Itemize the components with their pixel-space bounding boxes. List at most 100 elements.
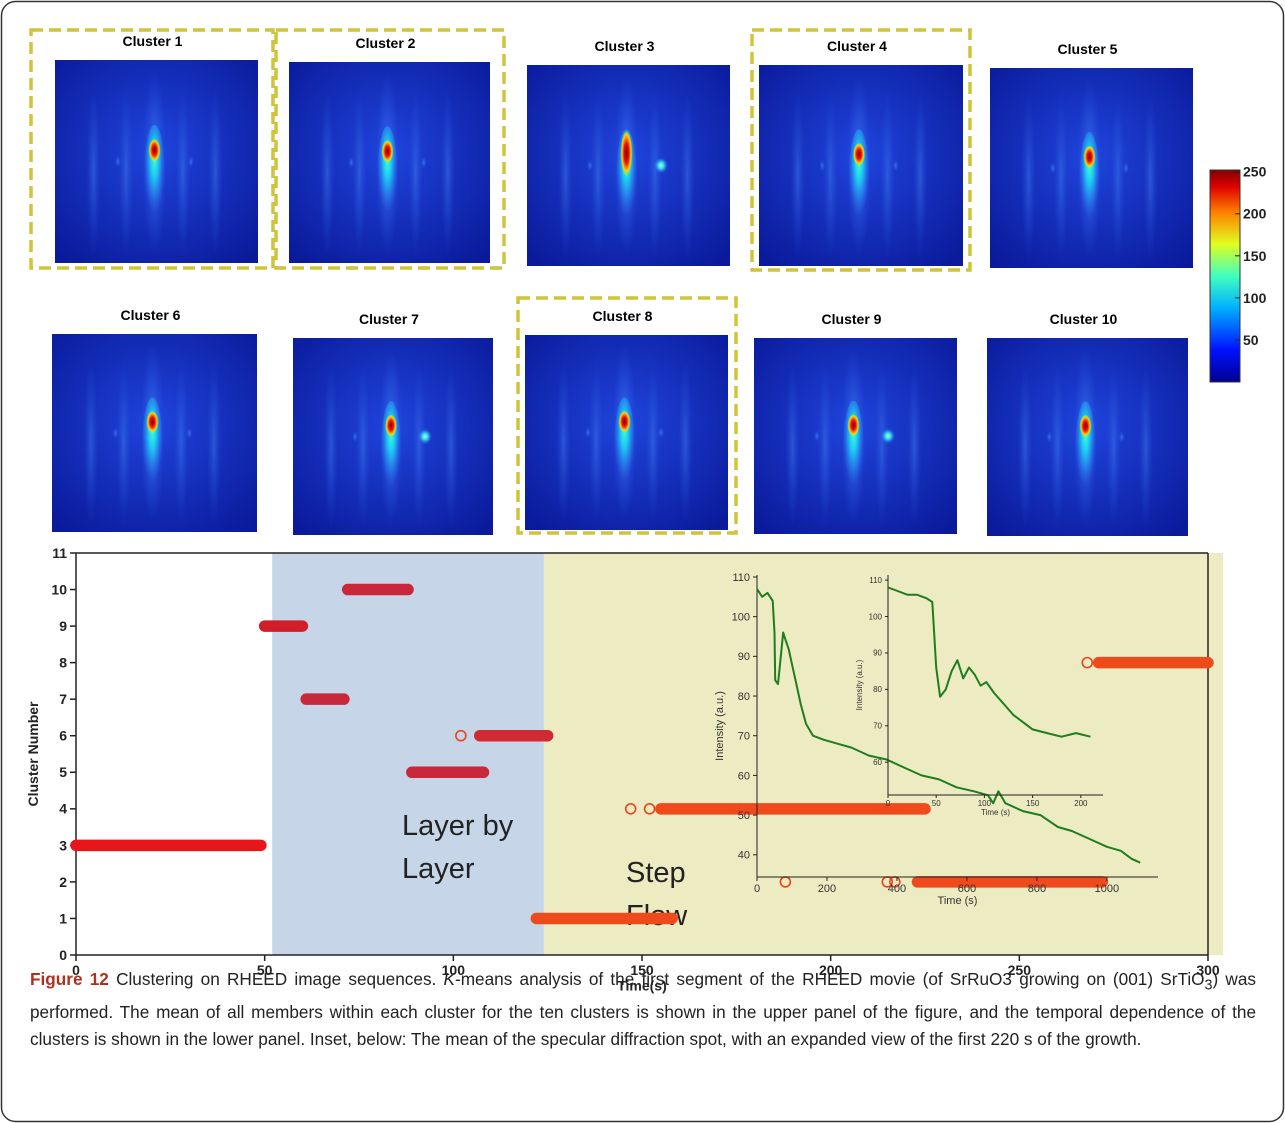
- cluster-run: [1092, 656, 1214, 669]
- heatmap-spot: [352, 430, 358, 443]
- heatmap-streak: [320, 88, 335, 257]
- heatmap-streak: [645, 360, 660, 525]
- x-tick-label: 100: [442, 962, 466, 978]
- y-tick-label: 110: [732, 572, 750, 584]
- y-tick-label: 7: [59, 691, 67, 707]
- x-axis-label: Time (s): [981, 808, 1010, 817]
- heatmap-spot: [584, 426, 591, 439]
- heatmap-streak: [83, 359, 99, 527]
- caption-text: K: [443, 969, 455, 989]
- heatmap-spot: [657, 426, 665, 439]
- x-tick-label: 400: [888, 883, 906, 895]
- heatmap-spot: [819, 159, 826, 172]
- cluster-panel: [990, 68, 1193, 268]
- caption-text: -means analysis of the first segment of …: [455, 969, 1205, 989]
- heatmap-streak: [440, 88, 455, 257]
- heatmap-core: [620, 131, 633, 180]
- heatmap-streak: [206, 359, 222, 527]
- heatmap-core: [852, 143, 866, 168]
- heatmap-core: [1079, 415, 1092, 439]
- heatmap-streak: [412, 363, 426, 530]
- x-tick-label: 600: [958, 883, 976, 895]
- panel-label: Cluster 1: [123, 33, 183, 49]
- heatmap-core: [1083, 146, 1096, 170]
- heatmap-spot: [586, 159, 593, 172]
- caption-text: Clustering on RHEED image sequences.: [108, 969, 444, 989]
- y-tick-label: 100: [869, 612, 883, 621]
- x-tick-label: 800: [1028, 883, 1046, 895]
- highlight-frame: [516, 296, 738, 535]
- panel-label: Cluster 4: [827, 38, 887, 54]
- caption-label: Figure 12: [30, 969, 109, 989]
- x-tick-label: 200: [1074, 799, 1088, 808]
- y-tick-label: 60: [873, 758, 882, 767]
- x-axis-label: Time (s): [938, 895, 978, 907]
- y-tick-label: 6: [59, 728, 67, 744]
- heatmap-streak: [785, 363, 800, 529]
- panel-label: Cluster 5: [1058, 41, 1118, 57]
- x-tick-label: 50: [932, 799, 941, 808]
- outlier-point: [643, 803, 656, 815]
- region-label: Step: [626, 857, 686, 889]
- heatmap-streak: [1110, 94, 1125, 262]
- heatmap-streak: [175, 86, 190, 257]
- y-tick-label: 9: [59, 618, 67, 634]
- caption-text: ) was performed. The mean of all members…: [30, 969, 1256, 1050]
- cluster-run: [406, 766, 490, 779]
- heatmap-streak: [558, 91, 573, 260]
- heatmap-streak: [913, 91, 928, 260]
- x-tick-label: 0: [72, 962, 80, 978]
- heatmap-streak: [590, 91, 606, 260]
- heatmap-spot: [112, 427, 119, 439]
- x-tick-label: 200: [818, 883, 836, 895]
- x-tick-label: 150: [1026, 799, 1040, 808]
- heatmap-streak: [118, 86, 134, 257]
- cluster-run: [300, 693, 350, 705]
- y-axis-label: Intensity (a.u.): [855, 659, 864, 710]
- y-tick-label: 100: [732, 612, 750, 624]
- heatmap-core: [146, 411, 159, 435]
- heatmap-core: [381, 140, 394, 165]
- heatmap-streak: [86, 86, 101, 257]
- heatmap-streak: [588, 360, 604, 525]
- heatmap-streak: [1021, 94, 1036, 262]
- heatmap-streak: [356, 363, 370, 530]
- heatmap-streak: [823, 91, 838, 260]
- y-tick-label: 2: [59, 874, 67, 890]
- heatmap-streak: [352, 88, 367, 257]
- x-tick-label: 0: [754, 883, 760, 895]
- heatmap-core: [385, 414, 397, 439]
- colorbar-tick-label: 200: [1243, 206, 1267, 222]
- heatmap-streak: [208, 86, 223, 257]
- y-tick-label: 3: [59, 837, 67, 853]
- x-tick-label: 250: [1008, 962, 1032, 978]
- heatmap-spot: [813, 430, 820, 442]
- intensity-line: [887, 586, 1091, 738]
- panel-label: Cluster 3: [595, 38, 655, 54]
- heatmap-spot: [880, 428, 896, 444]
- colorbar: [1209, 169, 1241, 383]
- cluster-run: [530, 912, 678, 925]
- y-tick-label: 8: [59, 655, 67, 671]
- cluster-run: [911, 876, 1109, 888]
- cluster-run: [258, 620, 309, 632]
- cluster-panel: [293, 338, 493, 535]
- x-tick-label: 50: [257, 962, 273, 978]
- heatmap-streak: [444, 363, 458, 530]
- heatmap-streak: [817, 363, 833, 529]
- outlier-point: [1081, 656, 1094, 669]
- heatmap-streak: [874, 363, 889, 529]
- x-tick-label: 150: [630, 962, 654, 978]
- panel-label: Cluster 2: [356, 35, 416, 51]
- y-tick-label: 90: [738, 651, 750, 663]
- heatmap-streak: [880, 91, 895, 260]
- highlight-frame: [274, 28, 506, 270]
- heatmap-spot: [348, 156, 355, 169]
- caption: Figure 12 Clustering on RHEED image sequ…: [30, 966, 1256, 1053]
- y-tick-label: 50: [738, 810, 750, 822]
- heatmap-streak: [907, 363, 922, 529]
- panel-label: Cluster 7: [359, 311, 419, 327]
- region-label: Layer: [402, 853, 475, 885]
- y-tick-label: 110: [869, 576, 882, 585]
